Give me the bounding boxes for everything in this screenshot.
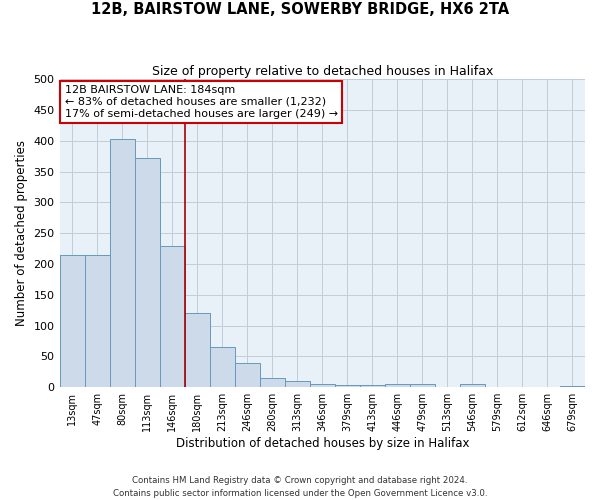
Y-axis label: Number of detached properties: Number of detached properties [15,140,28,326]
X-axis label: Distribution of detached houses by size in Halifax: Distribution of detached houses by size … [176,437,469,450]
Text: Contains HM Land Registry data © Crown copyright and database right 2024.
Contai: Contains HM Land Registry data © Crown c… [113,476,487,498]
Text: 12B BAIRSTOW LANE: 184sqm
← 83% of detached houses are smaller (1,232)
17% of se: 12B BAIRSTOW LANE: 184sqm ← 83% of detac… [65,86,338,118]
Title: Size of property relative to detached houses in Halifax: Size of property relative to detached ho… [152,65,493,78]
Bar [385,384,410,387]
Bar [560,386,585,387]
Bar [85,255,110,387]
Bar [335,386,360,387]
Bar [160,246,185,387]
Bar [310,384,335,387]
Text: 12B, BAIRSTOW LANE, SOWERBY BRIDGE, HX6 2TA: 12B, BAIRSTOW LANE, SOWERBY BRIDGE, HX6 … [91,2,509,18]
Bar [134,158,160,387]
Bar [209,347,235,387]
Bar [110,139,134,387]
Bar [59,255,85,387]
Bar [410,384,435,387]
Bar [360,386,385,387]
Bar [235,362,260,387]
Bar [260,378,285,387]
Bar [285,381,310,387]
Bar [460,384,485,387]
Bar [185,314,209,387]
